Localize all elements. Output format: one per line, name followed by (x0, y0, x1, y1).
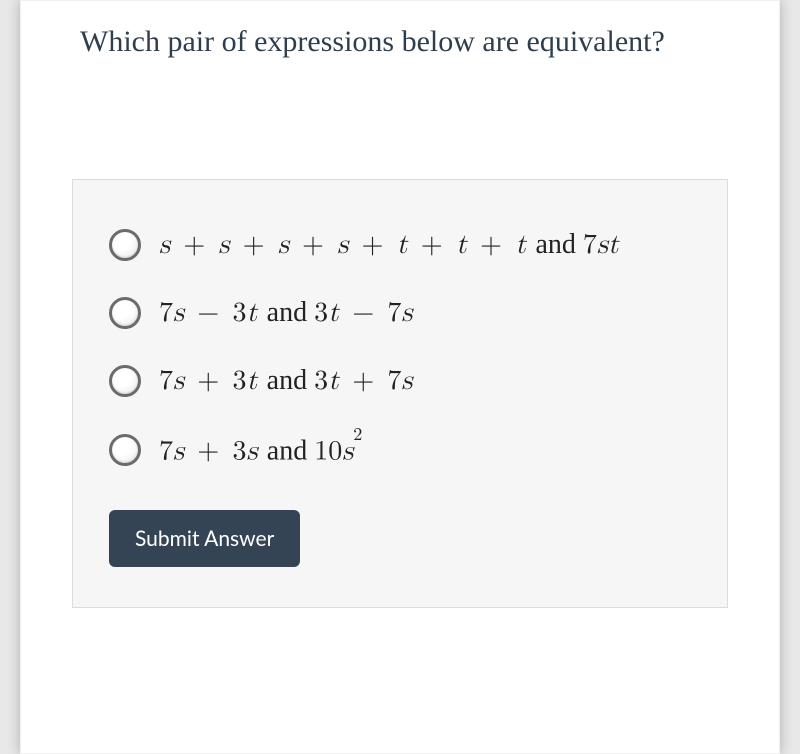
radio-icon[interactable] (109, 434, 141, 466)
option-3[interactable]: 7s + 3t and 3t + 7s (109, 364, 691, 398)
radio-icon[interactable] (109, 365, 141, 397)
option-label: 7s + 3t and 3t + 7s (159, 364, 412, 398)
option-label: s + s + s + s + t + t + t and 7st (159, 228, 619, 262)
option-4[interactable]: 7s + 3s and 10s2 (109, 432, 691, 468)
option-label: 7s + 3s and 10s2 (159, 432, 362, 468)
option-label: 7s − 3t and 3t − 7s (159, 296, 412, 330)
radio-icon[interactable] (109, 229, 141, 261)
answers-box: s + s + s + s + t + t + t and 7st 7s − 3… (72, 179, 728, 608)
option-1[interactable]: s + s + s + s + t + t + t and 7st (109, 228, 691, 262)
submit-button[interactable]: Submit Answer (109, 510, 300, 567)
option-2[interactable]: 7s − 3t and 3t − 7s (109, 296, 691, 330)
question-card: Which pair of expressions below are equi… (20, 0, 780, 754)
radio-icon[interactable] (109, 297, 141, 329)
question-text: Which pair of expressions below are equi… (20, 0, 780, 64)
